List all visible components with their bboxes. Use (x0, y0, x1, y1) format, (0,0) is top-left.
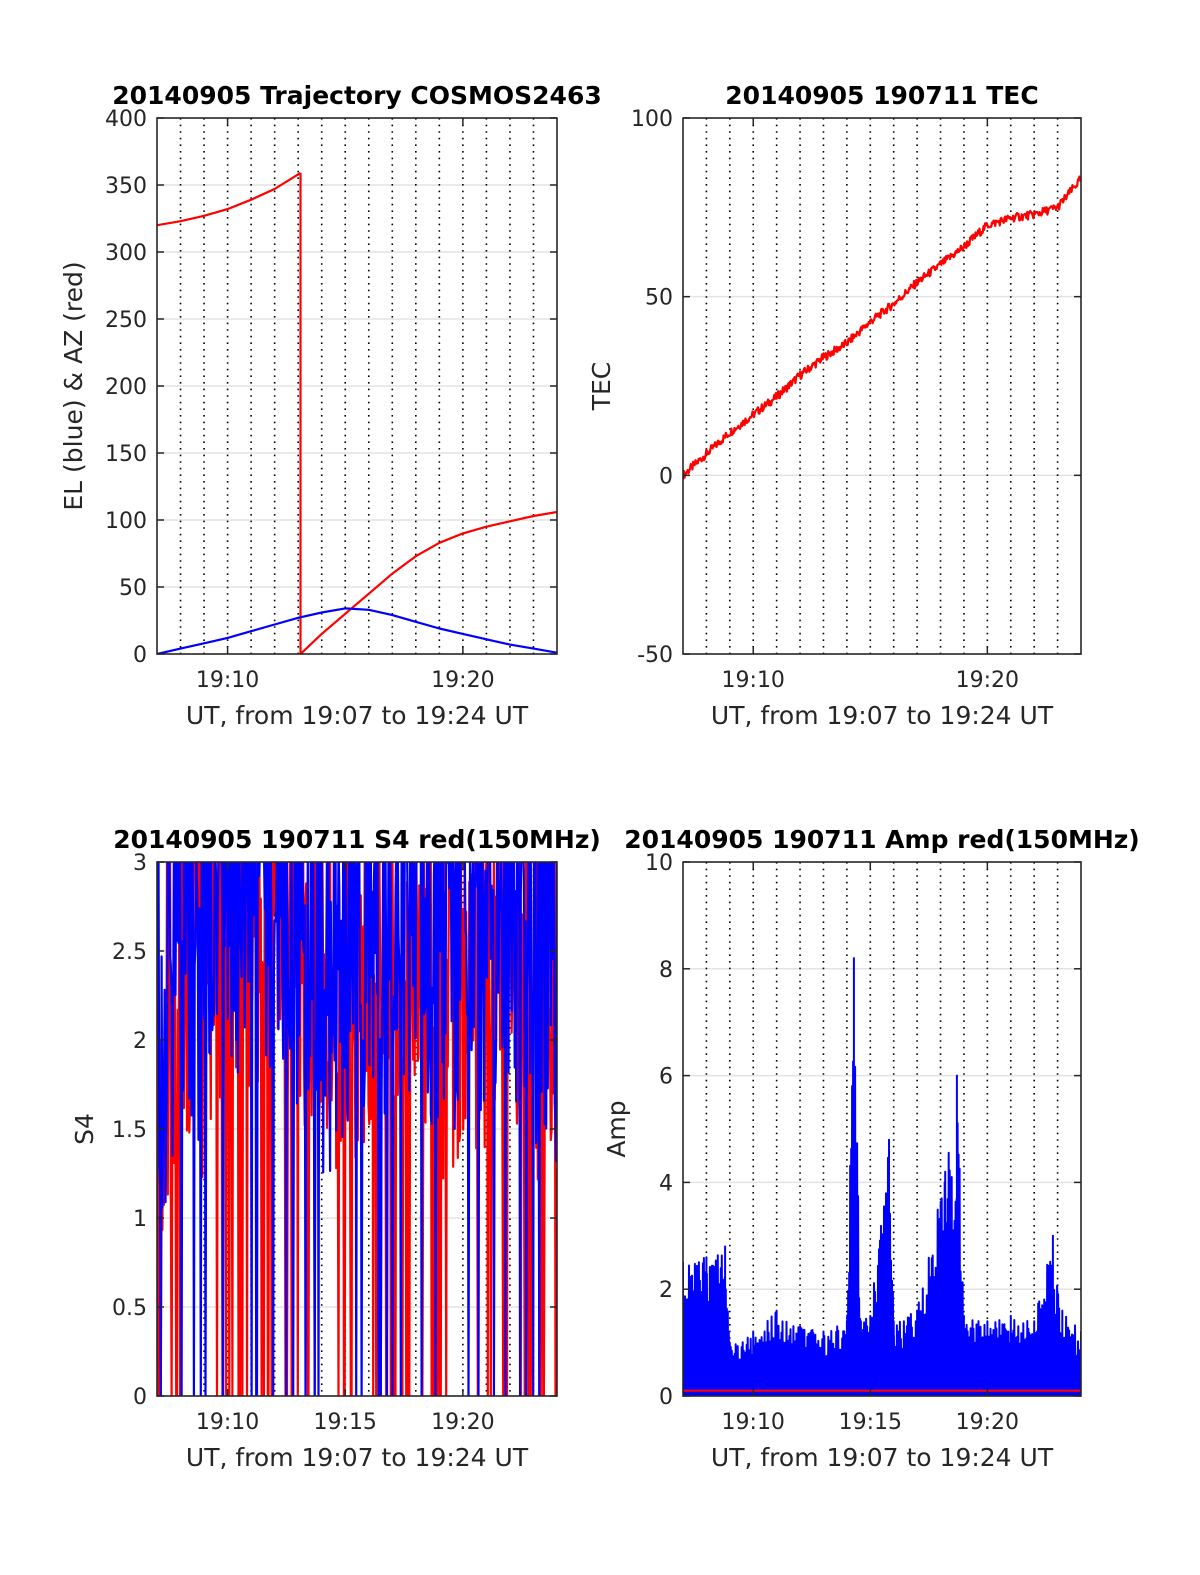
y-tick-label: 50 (645, 286, 673, 311)
x-tick-label: 19:10 (722, 1410, 785, 1435)
x-tick-label: 19:10 (196, 1410, 259, 1435)
x-tick-label: 19:20 (431, 1410, 494, 1435)
y-axis-label: EL (blue) & AZ (red) (59, 261, 88, 510)
y-tick-label: 300 (105, 241, 147, 266)
y-tick-label: 0 (659, 464, 673, 489)
y-tick-label: -50 (637, 643, 673, 668)
y-tick-label: 100 (631, 107, 673, 132)
y-tick-label: 400 (105, 107, 147, 132)
x-axis-label: UT, from 19:07 to 19:24 UT (711, 701, 1054, 730)
y-tick-label: 0 (133, 643, 147, 668)
chart-title: 20140905 190711 Amp red(150MHz) (624, 825, 1140, 854)
y-tick-label: 100 (105, 509, 147, 534)
chart-panel-2: -50 0 50 100 19:10 19:20 20140905 190711 TEC UT… (587, 81, 1082, 730)
x-tick-label: 19:15 (314, 1410, 377, 1435)
series-line-amp_blue (683, 957, 1081, 1396)
axes-box (682, 117, 1082, 655)
x-tick-label: 19:20 (956, 1410, 1019, 1435)
y-tick-label: 50 (119, 576, 147, 601)
axes-box (682, 861, 1082, 1397)
x-tick-label: 19:10 (196, 668, 259, 693)
y-axis-label: Amp (602, 1100, 631, 1157)
y-tick-label: 250 (105, 308, 147, 333)
series-line-el (157, 607, 557, 654)
y-tick-label: 1.5 (112, 1118, 147, 1143)
y-tick-label: 8 (659, 958, 673, 983)
x-tick-label: 19:20 (956, 668, 1019, 693)
y-tick-label: 2.5 (112, 940, 147, 965)
y-tick-label: 0.5 (112, 1296, 147, 1321)
y-tick-label: 6 (659, 1065, 673, 1090)
chart-panel-1: 0 50 100 150 200 250 300 350 400 19:10 19:20 201409… (59, 81, 602, 730)
y-tick-label: 0 (133, 1385, 147, 1410)
x-axis-label: UT, from 19:07 to 19:24 UT (186, 1443, 529, 1472)
series-line-s4_blue (157, 862, 557, 1396)
plot-area (683, 957, 1081, 1396)
y-axis-label: S4 (70, 1113, 99, 1145)
chart-title: 20140905 Trajectory COSMOS2463 (112, 81, 602, 110)
y-axis-label: TEC (587, 362, 616, 412)
y-tick-label: 3 (133, 851, 147, 876)
chart-panel-3: 0 0.5 1 1.5 2 2.5 3 19:10 19:15 19:20 20140905 190… (70, 825, 601, 1472)
x-tick-label: 19:10 (722, 668, 785, 693)
x-tick-label: 19:15 (839, 1410, 902, 1435)
plot-area (683, 175, 1081, 480)
y-tick-label: 150 (105, 442, 147, 467)
plot-area (157, 171, 557, 654)
y-tick-label: 1 (133, 1207, 147, 1232)
chart-panel-4: 0 2 4 6 8 10 19:10 19:15 19:20 20140905 190711 Am… (602, 825, 1140, 1472)
y-tick-label: 2 (659, 1278, 673, 1303)
y-tick-label: 0 (659, 1385, 673, 1410)
y-tick-label: 2 (133, 1029, 147, 1054)
y-tick-label: 10 (645, 851, 673, 876)
chart-title: 20140905 190711 TEC (725, 81, 1038, 110)
x-axis-label: UT, from 19:07 to 19:24 UT (186, 701, 529, 730)
y-tick-label: 4 (659, 1171, 673, 1196)
x-tick-label: 19:20 (431, 668, 494, 693)
series-line-az_a (157, 171, 302, 227)
series-line-tec (683, 175, 1081, 480)
series-line-az_b (299, 172, 557, 654)
chart-title: 20140905 190711 S4 red(150MHz) (113, 825, 601, 854)
x-axis-label: UT, from 19:07 to 19:24 UT (711, 1443, 1054, 1472)
y-tick-label: 350 (105, 174, 147, 199)
y-tick-label: 200 (105, 375, 147, 400)
plot-area (157, 862, 557, 1396)
